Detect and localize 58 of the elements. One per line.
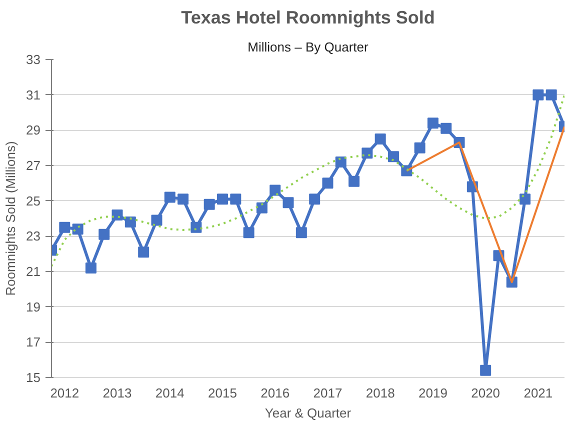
point	[282, 197, 294, 208]
y-tick-label: 23	[26, 228, 41, 244]
point	[98, 228, 110, 240]
point	[164, 192, 176, 203]
y-tick-label: 17	[26, 334, 41, 350]
y-tick-label: 21	[26, 264, 41, 279]
point	[440, 122, 452, 134]
point	[59, 222, 70, 233]
y-tick-label: 29	[26, 122, 41, 138]
point	[124, 216, 136, 228]
point	[335, 156, 346, 168]
point	[309, 194, 320, 205]
x-axis-title: Year & Quarter	[264, 406, 352, 420]
x-tick-label: 2021	[524, 386, 553, 400]
y-tick-label: 27	[26, 158, 41, 173]
point	[270, 184, 281, 196]
y-tick-label: 15	[26, 370, 41, 385]
x-tick-label: 2020	[471, 386, 500, 400]
x-tick-label: 2017	[313, 386, 342, 400]
point	[362, 148, 373, 159]
x-tick-label: 2013	[102, 386, 132, 400]
point	[178, 194, 189, 205]
point	[243, 227, 254, 238]
chart-subtitle: Millions – By Quarter	[248, 40, 369, 54]
point	[190, 222, 202, 233]
point	[230, 194, 242, 205]
x-tick-label: 2015	[208, 386, 237, 400]
point	[427, 118, 438, 129]
point	[520, 194, 531, 205]
x-tick-label: 2014	[155, 386, 184, 400]
point	[296, 227, 307, 238]
point	[480, 364, 492, 376]
chart-title: Texas Hotel Roomnights Sold	[181, 8, 435, 28]
point	[322, 178, 334, 189]
x-tick-label: 2016	[260, 386, 290, 400]
point	[348, 176, 360, 187]
point	[72, 224, 84, 235]
x-tick-label: 2018	[366, 386, 395, 400]
x-tick-label: 2019	[418, 386, 448, 400]
y-tick-label: 19	[26, 299, 41, 314]
point	[112, 209, 123, 220]
point	[151, 214, 162, 226]
y-tick-label: 33	[26, 52, 41, 67]
point	[256, 202, 268, 214]
point	[414, 142, 426, 154]
point	[138, 246, 150, 258]
point	[532, 89, 544, 100]
point	[374, 134, 386, 144]
y-tick-label: 31	[26, 87, 41, 102]
y-axis-title: Roomnights Sold (Millions)	[3, 141, 18, 296]
point	[204, 198, 215, 210]
point	[546, 89, 557, 100]
x-tick-label: 2012	[50, 386, 80, 400]
point	[85, 262, 96, 274]
line-series	[52, 94, 564, 268]
point	[388, 151, 399, 162]
y-tick-label: 25	[26, 193, 41, 208]
point	[217, 194, 228, 205]
